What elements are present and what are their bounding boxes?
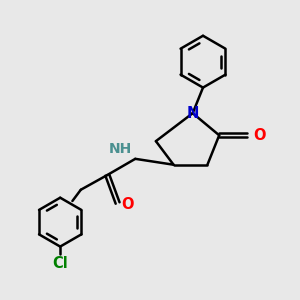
- Text: O: O: [253, 128, 266, 143]
- Text: NH: NH: [109, 142, 132, 156]
- Text: N: N: [187, 106, 199, 121]
- Text: Cl: Cl: [52, 256, 68, 271]
- Text: O: O: [121, 197, 134, 212]
